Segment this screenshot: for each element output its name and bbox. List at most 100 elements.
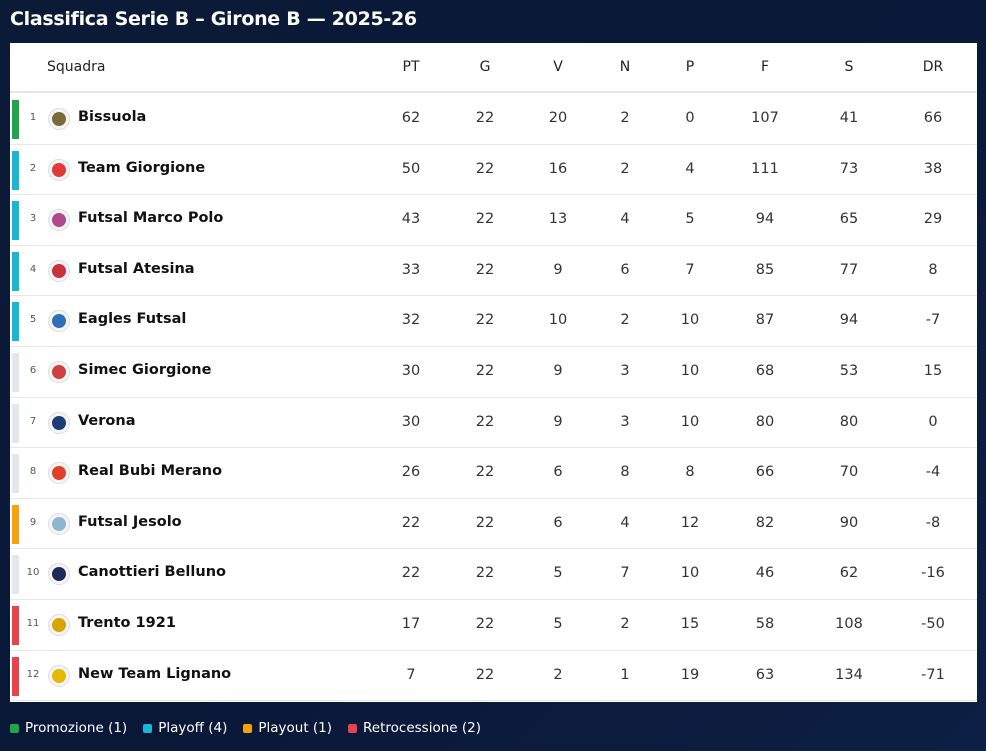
zone-indicator xyxy=(12,403,19,443)
team-name[interactable]: Team Giorgione xyxy=(78,159,206,176)
stat-p: 5 xyxy=(685,211,695,228)
stat-v: 9 xyxy=(553,363,563,379)
table-row[interactable]: 7 Verona 30 22 9 3 10 80 80 0 xyxy=(10,398,977,449)
table-row[interactable]: 6 Simec Giorgione 30 22 9 3 10 68 53 15 xyxy=(10,347,977,398)
legend-item-promozione: Promozione (1) xyxy=(10,720,127,736)
header-p[interactable]: P xyxy=(685,59,695,75)
zone-indicator xyxy=(12,555,19,595)
header-f[interactable]: F xyxy=(760,59,770,75)
position: 5 xyxy=(29,314,37,326)
header-g[interactable]: G xyxy=(479,59,491,75)
position: 6 xyxy=(29,365,37,376)
position: 1 xyxy=(29,112,37,123)
shield-icon xyxy=(48,614,70,636)
stat-dr: 15 xyxy=(923,363,943,379)
stat-n: 7 xyxy=(620,565,630,582)
stat-v: 5 xyxy=(553,616,563,632)
stat-pt: 32 xyxy=(401,312,421,329)
zone-indicator xyxy=(12,251,19,291)
table-row[interactable]: 1 Bissuola 62 22 20 2 0 107 41 66 xyxy=(10,94,977,145)
team-name[interactable]: Futsal Jesolo xyxy=(78,513,182,530)
stat-g: 22 xyxy=(475,261,495,278)
table-row[interactable]: 8 Real Bubi Merano 26 22 6 8 8 66 70 -4 xyxy=(10,448,977,499)
legend-label: Promozione (1) xyxy=(25,720,128,736)
team-name[interactable]: Simec Giorgione xyxy=(78,362,212,378)
stat-p: 0 xyxy=(685,110,695,126)
legend: Promozione (1) Playoff (4) Playout (1) Retr… xyxy=(10,720,481,736)
stat-n: 8 xyxy=(620,464,630,481)
table-row[interactable]: 3 Futsal Marco Polo 43 22 13 4 5 94 65 29 xyxy=(10,195,977,246)
table-row[interactable]: 11 Trento 1921 17 22 5 2 15 58 108 -50 xyxy=(10,600,977,651)
stat-pt: 22 xyxy=(401,514,421,531)
team-name[interactable]: Futsal Marco Polo xyxy=(78,210,224,227)
shield-icon xyxy=(48,259,70,282)
stat-f: 87 xyxy=(755,312,775,329)
stat-f: 46 xyxy=(755,565,775,582)
stat-s: 70 xyxy=(839,464,859,481)
stat-v: 9 xyxy=(553,261,563,278)
team-name[interactable]: New Team Lignano xyxy=(78,665,232,682)
crest-icon xyxy=(48,209,70,232)
stat-p: 8 xyxy=(685,464,695,481)
stat-pt: 33 xyxy=(401,261,421,278)
team-name[interactable]: Futsal Atesina xyxy=(78,260,195,277)
stat-p: 12 xyxy=(680,514,700,531)
team-name[interactable]: Real Bubi Merano xyxy=(78,463,223,480)
position: 11 xyxy=(26,618,40,629)
stat-s: 90 xyxy=(839,514,859,531)
stat-pt: 7 xyxy=(406,666,416,683)
legend-label: Playoff (4) xyxy=(158,720,228,736)
stat-pt: 30 xyxy=(401,413,421,430)
team-name[interactable]: Verona xyxy=(78,412,136,429)
stat-pt: 62 xyxy=(401,110,421,126)
header-n[interactable]: N xyxy=(619,59,631,75)
header-v[interactable]: V xyxy=(553,59,563,75)
stat-n: 2 xyxy=(620,616,630,632)
zone-indicator xyxy=(12,201,19,241)
table-row[interactable]: 2 Team Giorgione 50 22 16 2 4 111 73 38 xyxy=(10,145,977,196)
position: 12 xyxy=(26,668,40,680)
header-dr[interactable]: DR xyxy=(922,59,944,75)
stat-s: 94 xyxy=(839,312,859,329)
stat-p: 10 xyxy=(680,413,700,430)
crest-icon xyxy=(48,563,70,586)
stat-v: 10 xyxy=(548,312,568,329)
table-row[interactable]: 12 New Team Lignano 7 22 2 1 19 63 134 -71 xyxy=(10,651,977,702)
table-row[interactable]: 4 Futsal Atesina 33 22 9 6 7 85 77 8 xyxy=(10,246,977,297)
stat-dr: -7 xyxy=(925,312,941,329)
stat-f: 111 xyxy=(751,160,779,177)
crest-icon xyxy=(48,361,70,383)
team-name[interactable]: Canottieri Belluno xyxy=(78,564,226,581)
stat-v: 9 xyxy=(553,413,563,430)
stat-f: 63 xyxy=(755,666,775,683)
stat-dr: 29 xyxy=(923,211,943,228)
team-name[interactable]: Bissuola xyxy=(78,109,147,125)
header-s[interactable]: S xyxy=(844,59,854,75)
zone-indicator xyxy=(12,150,19,190)
stat-dr: 66 xyxy=(923,110,943,126)
team-name[interactable]: Trento 1921 xyxy=(78,615,176,631)
stat-dr: -50 xyxy=(921,616,945,632)
stat-n: 6 xyxy=(620,261,630,278)
stat-g: 22 xyxy=(475,565,495,582)
zone-indicator xyxy=(12,454,19,494)
stat-f: 82 xyxy=(755,514,775,531)
crest-icon xyxy=(48,108,70,130)
legend-label: Retrocessione (2) xyxy=(363,720,481,736)
header-pt[interactable]: PT xyxy=(402,59,420,75)
position: 7 xyxy=(29,415,37,427)
stat-p: 10 xyxy=(680,312,700,329)
table-header: Squadra PT G V N P F S DR xyxy=(10,43,977,93)
legend-swatch xyxy=(10,723,19,733)
stat-v: 20 xyxy=(548,110,568,126)
table-row[interactable]: 9 Futsal Jesolo 22 22 6 4 12 82 90 -8 xyxy=(10,499,977,550)
stat-f: 94 xyxy=(755,211,775,228)
stat-pt: 17 xyxy=(401,616,421,632)
stat-p: 7 xyxy=(685,261,695,278)
table-row[interactable]: 10 Canottieri Belluno 22 22 5 7 10 46 62 -16 xyxy=(10,549,977,600)
stat-n: 1 xyxy=(620,666,630,683)
stat-f: 107 xyxy=(751,110,779,126)
table-row[interactable]: 5 Eagles Futsal 32 22 10 2 10 87 94 -7 xyxy=(10,296,977,347)
stat-g: 22 xyxy=(475,110,495,126)
team-name[interactable]: Eagles Futsal xyxy=(78,311,187,328)
